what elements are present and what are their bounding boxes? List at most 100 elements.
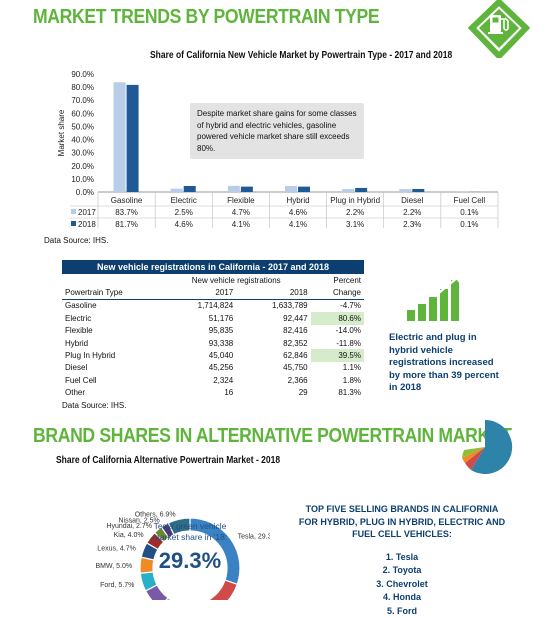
section-heading-market-trends: MARKET TRENDS BY POWERTRAIN TYPE: [33, 6, 379, 29]
data-label: 4.6%: [289, 208, 307, 217]
x-tick-label: Hybrid: [286, 196, 309, 205]
cell-type: Fuel Cell: [62, 374, 162, 386]
bar-2017-gasoline: [114, 82, 126, 192]
pie-chart-icon: [456, 418, 514, 476]
cell-y2018: 45,750: [236, 362, 310, 374]
cell-y2018: 62,846: [236, 349, 310, 361]
x-tick-label: Plug in Hybrid: [330, 196, 380, 205]
cell-type: Plug In Hybrid: [62, 349, 162, 361]
cell-y2018: 1,633,789: [236, 299, 310, 312]
cell-type: Diesel: [62, 362, 162, 374]
bar-2017-diesel: [399, 189, 411, 192]
top-brand-item: 4. Honda: [297, 591, 507, 605]
x-tick-label: Gasoline: [111, 196, 143, 205]
y-tick-label: 50.0%: [71, 122, 94, 131]
slice-label: Tesla, 29.3%: [238, 534, 270, 541]
bar-2018-gasoline: [127, 85, 139, 192]
top-five-title: TOP FIVE SELLING BRANDS IN CALIFORNIA FO…: [297, 503, 507, 541]
data-label: 3.1%: [346, 220, 364, 229]
legend-swatch-2018: [71, 221, 76, 226]
cell-y2018: 92,447: [236, 312, 310, 324]
slice-label: Lexus, 4.7%: [97, 546, 136, 553]
y-axis-label: Market share: [57, 109, 66, 156]
bar-2017-flexible: [228, 186, 240, 192]
top-brand-item: 5. Ford: [297, 605, 507, 618]
y-tick-label: 60.0%: [71, 109, 94, 118]
cell-change: 80.6%: [311, 312, 364, 324]
col-change-header-2: Change: [311, 286, 364, 299]
cell-type: Hybrid: [62, 337, 162, 349]
col-type-header: Powertrain Type: [62, 286, 162, 299]
growth-chart-icon: [405, 272, 467, 322]
data-label: 4.1%: [232, 220, 250, 229]
legend-label-2018: 2018: [78, 220, 96, 229]
y-tick-label: 90.0%: [71, 70, 94, 79]
cell-y2017: 45,256: [162, 362, 236, 374]
col-change-header-1: Percent: [311, 274, 364, 286]
cell-type: Gasoline: [62, 299, 162, 312]
y-tick-label: 0.0%: [76, 188, 94, 197]
cell-y2017: 16: [162, 387, 236, 399]
data-label: 2.5%: [175, 208, 193, 217]
slice-label: BMW, 5.0%: [96, 563, 133, 570]
bar-chart-annotation: Despite market share gains for some clas…: [190, 103, 364, 159]
y-tick-label: 40.0%: [71, 136, 94, 145]
table-source: Data Source: IHS.: [62, 401, 364, 410]
cell-type: Other: [62, 387, 162, 399]
y-tick-label: 70.0%: [71, 96, 94, 105]
cell-y2017: 45,040: [162, 349, 236, 361]
cell-y2018: 82,416: [236, 325, 310, 337]
y-tick-label: 30.0%: [71, 149, 94, 158]
cell-type: Electric: [62, 312, 162, 324]
data-label: 4.7%: [232, 208, 250, 217]
registrations-table-title: New vehicle registrations in California …: [62, 260, 364, 274]
top-five-brands: TOP FIVE SELLING BRANDS IN CALIFORNIA FO…: [297, 503, 507, 618]
y-tick-label: 10.0%: [71, 175, 94, 184]
data-label: 4.6%: [175, 220, 193, 229]
bar-chart-source: Data Source: IHS.: [44, 236, 108, 245]
bar-2018-plug-in-hybrid: [355, 188, 367, 192]
cell-y2017: 51,176: [162, 312, 236, 324]
slice-label: Ford, 5.7%: [100, 582, 134, 589]
cell-change: -14.0%: [311, 325, 364, 337]
cell-y2018: 29: [236, 387, 310, 399]
col-2017-header: 2017: [162, 286, 236, 299]
data-label: 2.2%: [346, 208, 364, 217]
data-label: 81.7%: [115, 220, 138, 229]
cell-y2017: 1,714,824: [162, 299, 236, 312]
cell-type: Flexible: [62, 325, 162, 337]
top-brand-item: 2. Toyota: [297, 564, 507, 578]
cell-y2018: 2,366: [236, 374, 310, 386]
registrations-table: New vehicle registrations in California …: [62, 260, 364, 410]
cell-y2017: 93,338: [162, 337, 236, 349]
data-label: 4.1%: [289, 220, 307, 229]
bar-2018-hybrid: [298, 187, 310, 192]
col-2018-header: 2018: [236, 286, 310, 299]
slice-label: Others, 6.9%: [135, 511, 176, 518]
cell-change: 81.3%: [311, 387, 364, 399]
slice-label: Kia, 4.0%: [114, 532, 144, 539]
section-heading-brand-shares: BRAND SHARES IN ALTERNATIVE POWERTRAIN M…: [33, 425, 512, 448]
data-label: 2.3%: [403, 220, 421, 229]
cell-change: 1.8%: [311, 374, 364, 386]
donut-center-text: Tesla green vehicle market share in '18:: [150, 521, 230, 543]
cell-change: 39.5%: [311, 349, 364, 361]
legend-swatch-2017: [71, 209, 76, 214]
data-label: 2.2%: [403, 208, 421, 217]
data-label: 0.1%: [460, 220, 478, 229]
cell-y2017: 95,835: [162, 325, 236, 337]
bar-2018-flexible: [241, 187, 253, 192]
cell-change: -4.7%: [311, 299, 364, 312]
bar-2018-diesel: [412, 189, 424, 192]
cell-y2018: 82,352: [236, 337, 310, 349]
data-label: 83.7%: [115, 208, 138, 217]
donut-chart-title: Share of California Alternative Powertra…: [56, 455, 280, 466]
donut-center-value: 29.3%: [145, 548, 235, 574]
